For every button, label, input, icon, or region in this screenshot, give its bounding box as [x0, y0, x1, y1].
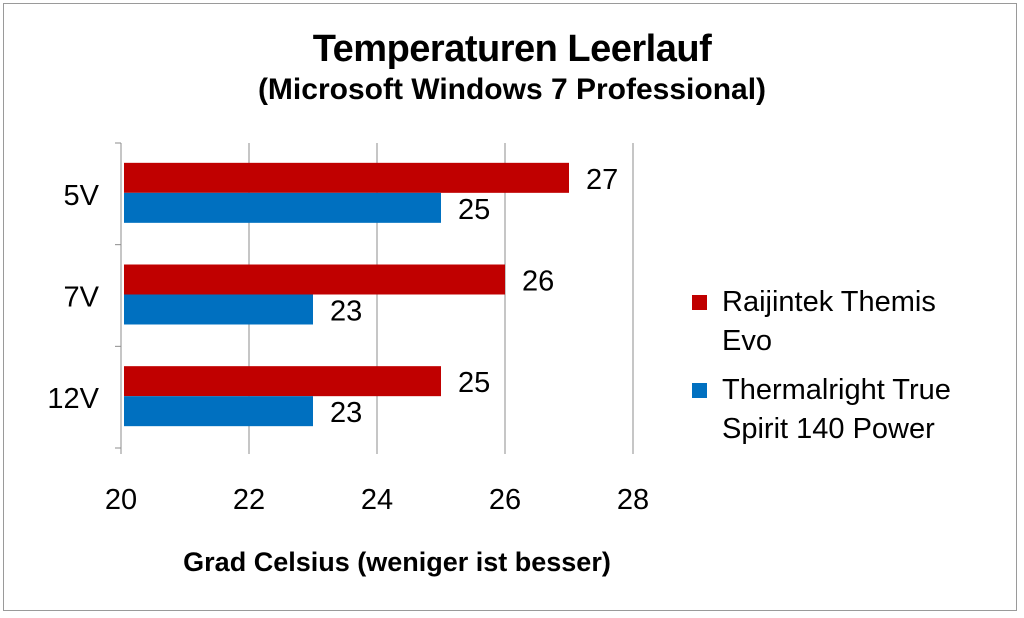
- data-label-5v-series-1: 25: [458, 194, 490, 226]
- bar-7v-series-0: [124, 264, 505, 295]
- legend-label-thermalright-line1: Thermalright True: [722, 374, 951, 406]
- data-label-7v-series-0: 26: [522, 266, 554, 298]
- legend-label-raijintek-line2: Evo: [722, 325, 772, 357]
- x-axis-title: Grad Celsius (weniger ist besser): [183, 547, 611, 577]
- bar-7v-series-1: [124, 294, 313, 325]
- bar-12v-series-1: [124, 396, 313, 427]
- category-label-7v: 7V: [64, 282, 100, 314]
- legend-label-raijintek-line1: Raijintek Themis: [722, 286, 936, 318]
- legend-swatch-raijintek: [692, 295, 707, 310]
- data-label-7v-series-1: 23: [330, 296, 362, 328]
- chart-title: Temperaturen Leerlauf: [312, 28, 712, 70]
- x-tick-label-28: 28: [617, 484, 649, 516]
- bar-12v-series-0: [124, 366, 441, 397]
- legend-swatch-thermalright: [692, 383, 707, 398]
- chart-subtitle: (Microsoft Windows 7 Professional): [257, 73, 767, 106]
- data-label-12v-series-0: 25: [458, 367, 490, 399]
- data-label-12v-series-1: 23: [330, 397, 362, 429]
- category-label-12v: 12V: [47, 383, 99, 415]
- x-tick-label-20: 20: [105, 484, 137, 516]
- legend-label-thermalright-line2: Spirit 140 Power: [722, 413, 935, 445]
- bar-5v-series-0: [124, 162, 569, 193]
- bar-5v-series-1: [124, 192, 441, 223]
- data-label-5v-series-0: 27: [586, 164, 618, 196]
- category-label-5v: 5V: [64, 180, 100, 212]
- x-tick-label-26: 26: [489, 484, 521, 516]
- x-tick-label-22: 22: [233, 484, 265, 516]
- x-tick-label-24: 24: [361, 484, 393, 516]
